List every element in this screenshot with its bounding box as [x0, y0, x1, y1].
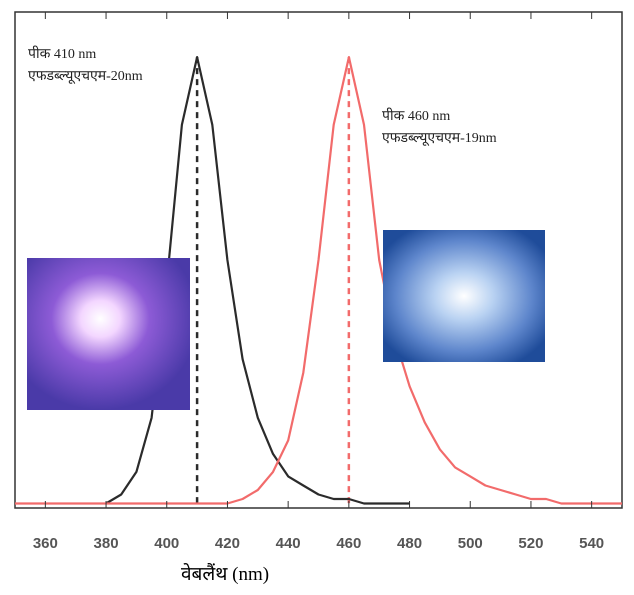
- photo-violet: [27, 258, 190, 410]
- annotation: पीक 460 nm: [382, 107, 450, 124]
- x-tick-label: 440: [276, 535, 301, 552]
- series-line: [15, 56, 622, 505]
- x-axis-label: वेबलैंथ (nm): [181, 562, 269, 585]
- x-tick-label: 380: [94, 535, 119, 552]
- annotation: एफडब्ल्यूएचएम-19nm: [382, 131, 497, 146]
- x-tick-label: 480: [397, 535, 422, 552]
- x-tick-label: 360: [33, 535, 58, 552]
- x-tick-label: 540: [579, 535, 604, 552]
- photo-blue: [383, 230, 545, 362]
- x-tick-label: 400: [154, 535, 179, 552]
- x-tick-label: 460: [336, 535, 361, 552]
- plot-area: [15, 56, 622, 508]
- annotations: पीक 410 nm एफडब्ल्यूएचएम-20nm पीक 460 nm एफ…: [28, 45, 497, 146]
- x-tick-label: 500: [458, 535, 483, 552]
- annotation: पीक 410 nm: [28, 45, 96, 62]
- x-tick-label: 520: [518, 535, 543, 552]
- annotation: एफडब्ल्यूएचएम-20nm: [28, 69, 143, 84]
- x-tick-label: 420: [215, 535, 240, 552]
- plot-frame: [14, 11, 623, 509]
